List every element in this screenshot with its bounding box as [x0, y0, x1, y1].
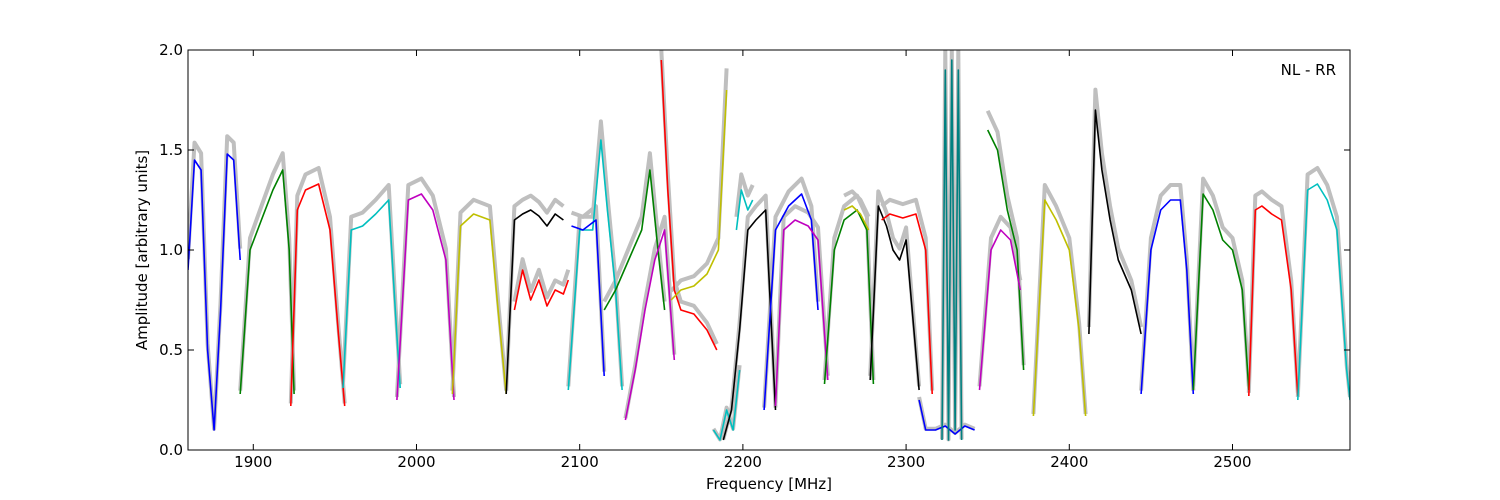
- background-series-4: [394, 176, 456, 398]
- x-tick-label: 2100: [561, 453, 599, 471]
- background-series-29: [1139, 183, 1196, 391]
- series-line-6: [505, 209, 564, 395]
- background-series-13: [669, 68, 729, 293]
- series-line-24: [941, 59, 963, 441]
- y-tick-label: 1.5: [159, 141, 183, 159]
- background-series-7: [512, 257, 571, 302]
- background-series-30: [1191, 176, 1251, 387]
- axes: 1900 2000 2100 2200 2300 2400 2500 0.0 0.5 1.0 1.5…: [159, 41, 1351, 471]
- background-series-2: [288, 166, 347, 404]
- series-line-5: [451, 213, 507, 395]
- series-line-26: [978, 229, 1022, 391]
- x-tick-label: 2200: [724, 453, 762, 471]
- series-line-17: [763, 193, 819, 411]
- background-series-16: [734, 172, 755, 218]
- y-tick-label: 0.0: [159, 441, 183, 459]
- y-tick-label: 2.0: [159, 41, 183, 59]
- series-line-28: [1088, 109, 1142, 335]
- background-series-31: [1246, 189, 1300, 393]
- background-series-27: [1031, 183, 1088, 415]
- series-line-22: [881, 213, 933, 395]
- series-line-25: [986, 129, 1025, 371]
- series-line-31: [1248, 205, 1299, 397]
- series-line-27: [1032, 199, 1087, 417]
- plot-area: [188, 50, 1350, 442]
- y-tick-label: 1.0: [159, 241, 183, 259]
- series-line-11: [624, 229, 676, 421]
- x-tick-label: 2500: [1213, 453, 1251, 471]
- x-tick-label: 1900: [234, 453, 272, 471]
- background-series-26: [977, 214, 1023, 387]
- series-line-7: [513, 269, 570, 311]
- series-line-30: [1192, 193, 1250, 391]
- series-line-32: [1297, 183, 1350, 401]
- series-line-2: [290, 183, 346, 407]
- x-tick-label: 2400: [1050, 453, 1088, 471]
- background-series-6: [504, 193, 565, 391]
- y-tick-label: 0.5: [159, 341, 183, 359]
- series-line-4: [396, 193, 455, 401]
- series-line-19: [823, 209, 875, 385]
- series-line-12: [660, 59, 718, 351]
- background-series-8: [566, 119, 625, 387]
- annotation-label: NL - RR: [1281, 61, 1336, 79]
- x-tick-label: 2300: [887, 453, 925, 471]
- background-series-21: [868, 189, 922, 387]
- background-series-0: [188, 134, 243, 431]
- background-series-20: [843, 189, 871, 218]
- series-line-21: [869, 205, 920, 391]
- series-line-23: [918, 399, 975, 435]
- background-series-32: [1295, 166, 1350, 398]
- series-line-14: [712, 369, 741, 441]
- series-line-3: [342, 199, 401, 389]
- series-line-15: [722, 209, 777, 441]
- x-axis-label: Frequency [MHz]: [706, 475, 832, 493]
- background-series-1: [238, 151, 297, 391]
- series-line-18: [774, 219, 829, 407]
- background-series-28: [1086, 87, 1144, 328]
- series-line-20: [843, 205, 870, 231]
- series-line-13: [670, 89, 728, 301]
- x-tick-label: 2000: [397, 453, 435, 471]
- series-line-0: [188, 153, 241, 431]
- background-series-11: [623, 214, 677, 419]
- series-line-1: [239, 169, 295, 395]
- series-line-9: [571, 219, 605, 377]
- series-line-16: [735, 189, 754, 231]
- background-series-3: [341, 183, 403, 385]
- series-line-29: [1140, 199, 1195, 395]
- y-axis-label: Amplitude [arbitrary units]: [133, 150, 151, 350]
